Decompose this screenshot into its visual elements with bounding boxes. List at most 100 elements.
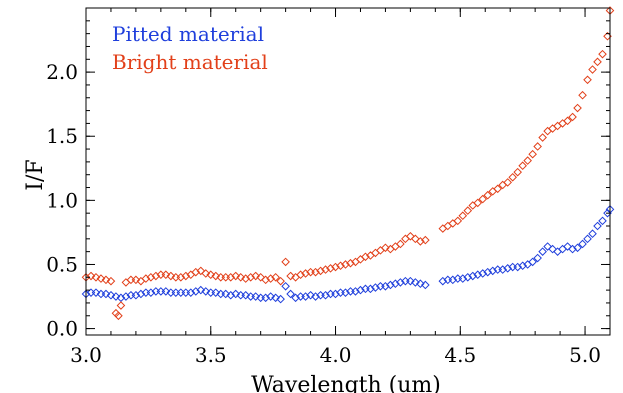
data-point [563,116,572,126]
data-point [176,288,186,297]
data-point [271,272,280,282]
x-axis-title: Wavelength (um) [251,373,441,393]
data-point [266,274,275,283]
data-point [533,253,542,263]
data-point [361,252,370,262]
data-point [598,216,607,226]
data-point [588,65,597,74]
data-point [453,216,463,226]
data-point [126,275,136,285]
data-point [578,90,587,100]
data-point [523,156,532,165]
data-point [311,292,320,301]
x-tick-label: 4.5 [444,343,476,367]
data-point [96,274,106,283]
data-point [528,149,537,159]
data-point [301,292,310,301]
data-point [336,261,345,271]
data-point [261,293,270,303]
data-point [381,281,390,291]
data-point [396,239,405,249]
data-point [311,267,320,277]
data-point [241,290,251,300]
data-point [391,279,400,289]
data-point [553,121,562,131]
data-point [528,257,537,267]
data-point [351,287,360,296]
data-point [186,288,196,297]
data-point [416,237,425,246]
data-point [86,271,96,281]
data-point [406,231,415,241]
data-point [206,270,216,280]
data-point [356,255,365,264]
data-point [221,272,231,282]
data-point [121,292,131,301]
data-point [91,272,101,282]
data-point [276,276,285,286]
data-point [503,178,513,187]
data-point [221,289,231,299]
data-point [376,246,385,255]
data-point [573,103,582,113]
data-point [321,290,330,300]
data-point [573,243,582,253]
data-point [371,248,380,258]
data-point [533,142,542,151]
data-point [438,224,448,233]
data-point [558,244,567,254]
data-point [543,126,552,136]
y-tick-label: 1.5 [46,124,78,148]
data-point [468,271,478,281]
data-point [558,119,567,128]
data-point [231,289,241,299]
data-point [578,239,587,249]
data-point [411,278,420,287]
data-point [181,288,191,297]
data-point [513,167,522,177]
data-point [366,284,375,294]
data-point [411,234,420,244]
data-point [131,290,141,300]
data-point [111,308,121,318]
data-point [156,287,166,296]
data-point [321,265,330,274]
data-point [111,292,121,301]
data-point [563,242,572,251]
x-tick-label: 3.5 [195,343,227,367]
data-point [106,290,116,300]
data-point [251,271,260,281]
data-point [458,211,468,221]
data-point [141,274,151,283]
y-tick-label: 0.5 [46,252,78,276]
data-point [276,294,285,304]
data-point [518,161,527,171]
data-point [191,287,201,296]
data-point [246,272,255,282]
data-point [331,262,340,272]
data-point [196,266,206,276]
data-point [326,264,335,273]
data-point [593,221,602,231]
data-point [146,288,156,297]
x-tick-label: 4.0 [320,343,352,367]
plot-marks [81,6,615,321]
data-point [306,290,315,300]
data-point [176,272,186,282]
data-point [241,274,251,283]
data-point [236,272,246,282]
data-point [191,267,201,277]
data-point [513,262,522,272]
data-point [121,278,131,287]
data-point [211,271,221,281]
data-point [151,271,161,281]
data-point [543,242,552,251]
data-point [458,274,468,283]
data-point [583,234,592,244]
data-point [371,283,380,292]
data-point [508,172,517,182]
data-point [391,242,400,251]
data-point [261,275,270,285]
data-point [181,271,191,281]
